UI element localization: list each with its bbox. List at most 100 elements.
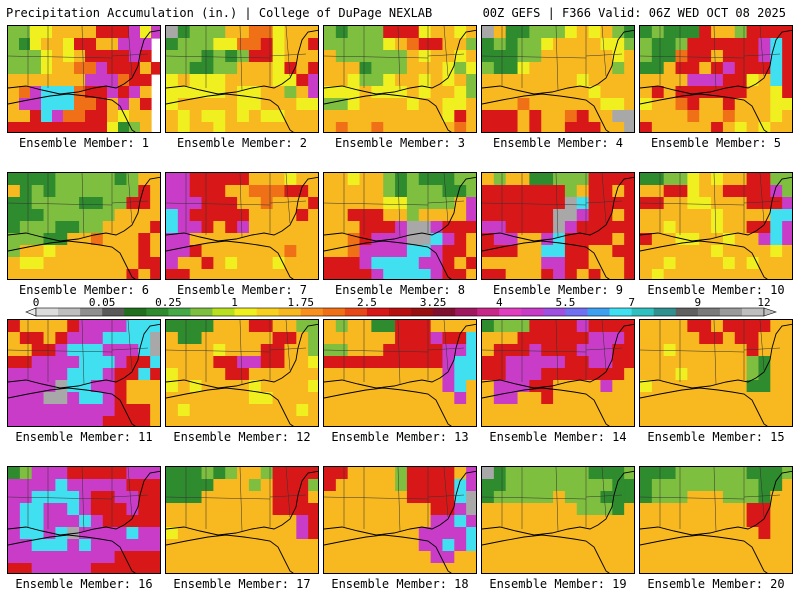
precip-cell [746, 221, 760, 234]
precip-cell [588, 515, 602, 528]
precip-cell [624, 344, 634, 357]
precip-cell [663, 86, 677, 99]
precip-cell [699, 185, 712, 198]
precip-cell [126, 380, 139, 393]
precip-cell [418, 245, 432, 258]
precip-cell [442, 86, 455, 99]
precip-cell [576, 269, 590, 279]
precip-cell [371, 368, 384, 381]
precip-cell [711, 110, 724, 123]
precip-cell [335, 551, 349, 564]
precip-cell [782, 122, 792, 132]
precip-cell [359, 503, 372, 516]
precip-cell [395, 467, 408, 480]
precip-cell [454, 86, 467, 99]
precip-cell [746, 491, 760, 504]
precip-cell [140, 50, 152, 63]
ensemble-member-label: Ensemble Member: 12 [173, 430, 311, 444]
precip-cell [8, 320, 21, 333]
precip-cell [675, 257, 688, 270]
precip-cell [30, 110, 42, 123]
precip-cell [213, 122, 226, 132]
precip-cell [529, 38, 542, 51]
precip-cell [324, 86, 337, 99]
precip-cell [324, 539, 337, 552]
precip-cell [284, 551, 297, 564]
precip-cell [383, 539, 396, 552]
precip-cell [335, 185, 349, 198]
precip-cell [118, 26, 130, 39]
precip-cell [213, 185, 226, 198]
precip-cell [734, 563, 748, 573]
precip-cell [43, 491, 56, 504]
precip-cell [493, 551, 507, 564]
precip-cell [359, 344, 372, 357]
precip-cell [406, 221, 420, 234]
precip-cell [493, 332, 507, 345]
precip-cell [711, 197, 724, 210]
precip-cell [31, 416, 45, 426]
precip-cell [260, 332, 274, 345]
precip-cell [177, 467, 191, 480]
precip-cell [359, 332, 372, 345]
precip-cell [248, 209, 262, 222]
precip-cell [383, 392, 396, 405]
colorbar-segment [80, 308, 103, 316]
precip-cell [600, 221, 613, 234]
precip-cell [746, 332, 760, 345]
precip-cell [102, 479, 116, 492]
precip-cell [347, 404, 361, 417]
precip-cell [711, 257, 724, 270]
precip-cell [225, 563, 238, 573]
precip-cell [430, 479, 444, 492]
precip-cell [67, 185, 80, 198]
precip-cell [687, 221, 700, 234]
coastline [324, 93, 452, 132]
precip-cell [442, 479, 455, 492]
ensemble-member-map [323, 319, 477, 427]
precip-cell [126, 416, 139, 426]
precip-cell [588, 197, 602, 210]
precip-cell [260, 173, 274, 186]
precip-cell [454, 404, 467, 417]
precip-cell [225, 515, 238, 528]
precip-cell [67, 392, 80, 405]
precip-cell [505, 209, 519, 222]
precip-cell [335, 503, 349, 516]
precip-cell [102, 197, 116, 210]
precip-cell [177, 209, 191, 222]
precip-cell [442, 233, 455, 246]
precip-cell [687, 344, 700, 357]
precip-cell [734, 86, 748, 99]
precip-cell [96, 26, 108, 39]
precip-cell [107, 74, 119, 87]
precip-cell [225, 257, 238, 270]
precip-cell [418, 503, 432, 516]
precip-cell [102, 269, 116, 279]
precip-cell [687, 233, 700, 246]
precip-cell [272, 467, 286, 480]
precip-cell [576, 62, 590, 75]
precip-cell [687, 74, 700, 87]
state-border [127, 173, 133, 224]
precip-cell [359, 392, 372, 405]
precip-cell [454, 392, 467, 405]
precip-cell [248, 86, 262, 99]
precip-cell [324, 98, 337, 111]
precip-cell [8, 416, 21, 426]
precip-cell [746, 74, 760, 87]
precip-cell [31, 503, 45, 516]
precip-cell [624, 122, 634, 132]
precip-cell [395, 197, 408, 210]
precip-cell [588, 392, 602, 405]
precip-cell [529, 320, 542, 333]
precip-cell [529, 197, 542, 210]
precip-cell [296, 26, 309, 39]
precip-cell [189, 392, 203, 405]
precip-cell [371, 404, 384, 417]
precip-cell [454, 563, 467, 573]
precip-cell [687, 356, 700, 369]
precip-cell [324, 269, 337, 279]
precip-cell [529, 173, 542, 186]
precip-cell [564, 380, 578, 393]
